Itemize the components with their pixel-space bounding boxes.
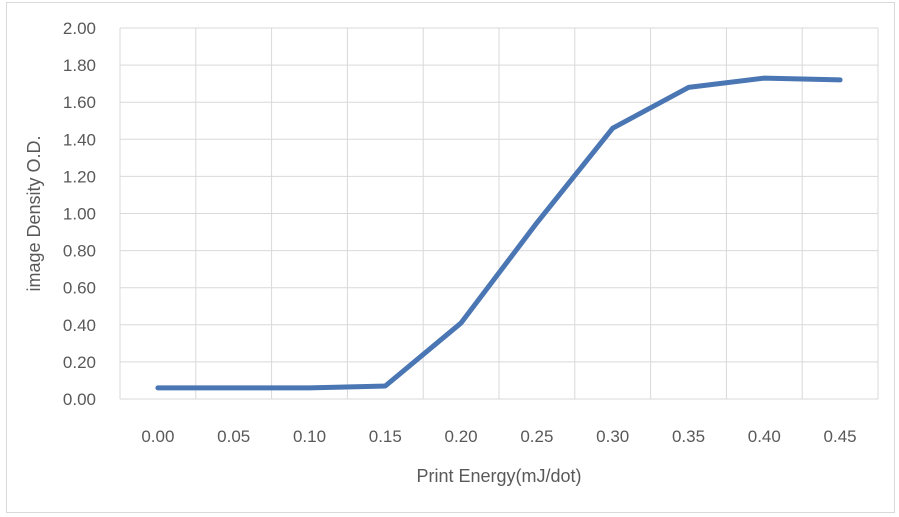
y-tick-label: 2.00 (63, 19, 96, 38)
x-tick-label: 0.30 (596, 427, 629, 446)
x-tick-label: 0.45 (824, 427, 857, 446)
series-line (155, 75, 843, 391)
y-tick-label: 0.40 (63, 316, 96, 335)
chart-frame (6, 2, 895, 513)
y-tick-label: 0.20 (63, 353, 96, 372)
x-tick-label: 0.05 (217, 427, 250, 446)
y-tick-label: 1.60 (63, 93, 96, 112)
x-axis-title: Print Energy(mJ/dot) (416, 466, 581, 486)
y-tick-label: 1.40 (63, 130, 96, 149)
gridlines (119, 27, 879, 400)
x-tick-labels: 0.00 0.05 0.10 0.15 0.20 0.25 0.30 0.35 0.40 0.45 (141, 427, 856, 446)
y-tick-label: 0.80 (63, 242, 96, 261)
x-tick-label: 0.15 (369, 427, 402, 446)
x-tick-label: 0.40 (748, 427, 781, 446)
y-tick-label: 1.00 (63, 205, 96, 224)
x-tick-label: 0.35 (672, 427, 705, 446)
series-lines (155, 75, 843, 391)
x-tick-label: 0.20 (445, 427, 478, 446)
y-tick-label: 0.00 (63, 390, 96, 409)
y-tick-label: 1.20 (63, 167, 96, 186)
x-tick-label: 0.10 (293, 427, 326, 446)
x-tick-label: 0.25 (520, 427, 553, 446)
y-tick-labels: 0.00 0.20 0.40 0.60 0.80 1.00 1.20 1.40 1.60 1.80… (63, 19, 96, 409)
y-tick-label: 0.60 (63, 279, 96, 298)
y-tick-label: 1.80 (63, 56, 96, 75)
x-tick-label: 0.00 (141, 427, 174, 446)
y-axis-title: image Density O.D. (24, 135, 44, 291)
